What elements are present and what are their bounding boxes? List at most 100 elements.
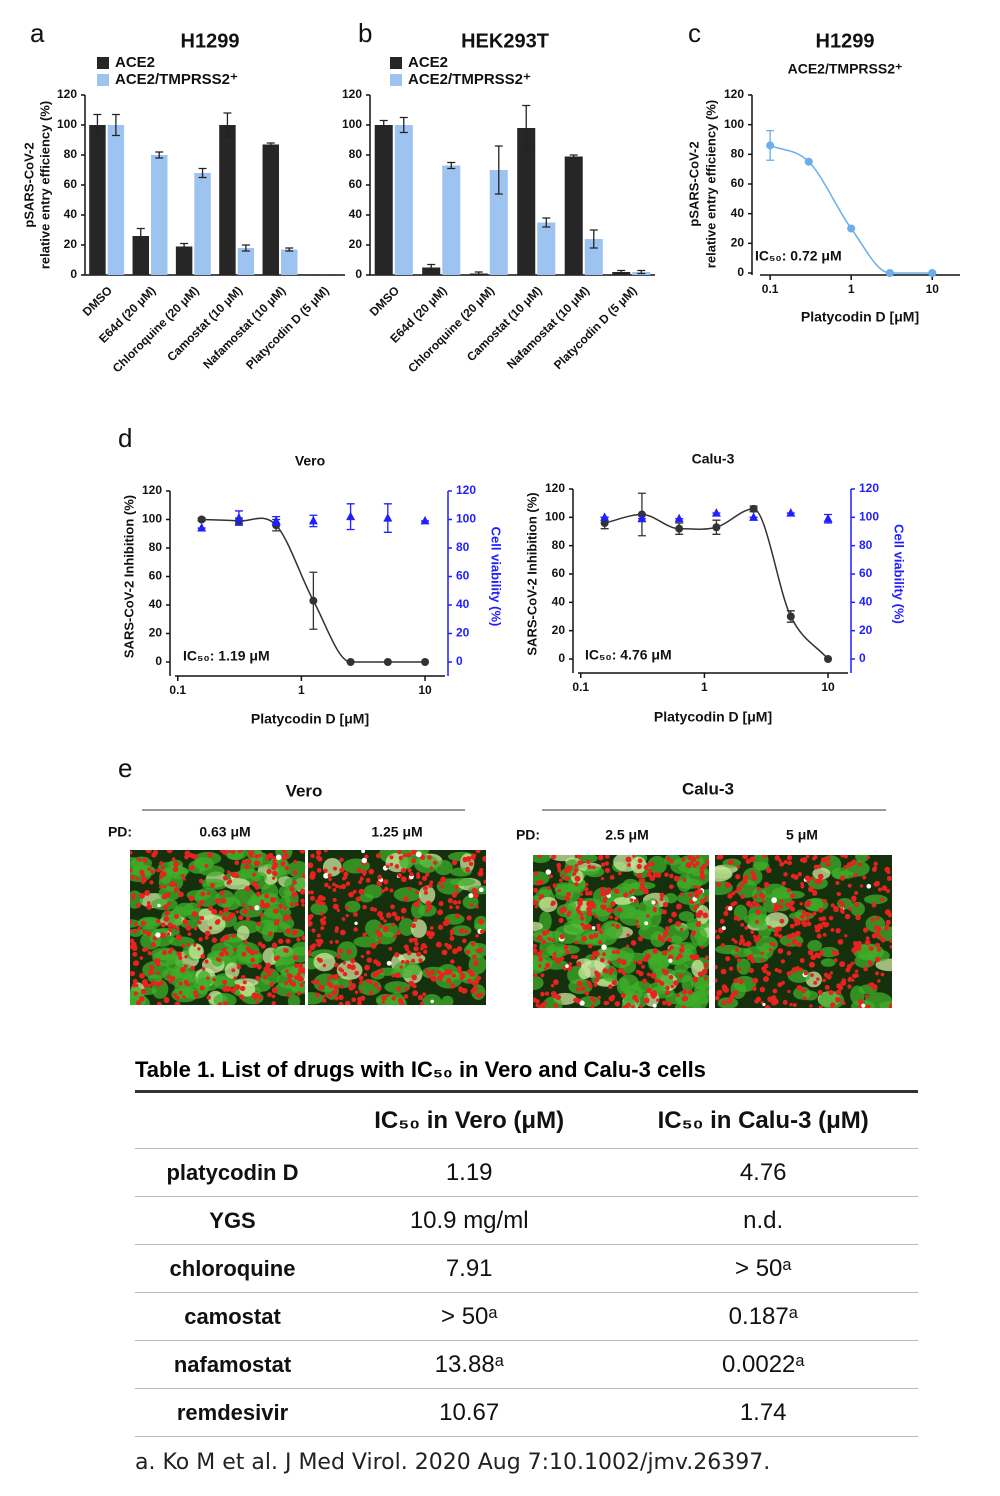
red-nucleus — [669, 884, 674, 890]
red-nucleus — [131, 893, 136, 898]
red-nucleus — [271, 876, 276, 880]
red-nucleus — [234, 860, 240, 866]
red-nucleus — [726, 998, 733, 1004]
red-nucleus — [368, 990, 374, 996]
red-nucleus — [679, 927, 684, 932]
y-tick-label: 120 — [142, 483, 162, 497]
red-nucleus — [593, 982, 598, 987]
red-nucleus — [692, 976, 699, 983]
red-nucleus — [479, 867, 484, 873]
y-axis-label: pSARS-CoV-2 — [21, 142, 36, 227]
red-nucleus — [215, 957, 220, 962]
red-nucleus — [308, 890, 311, 895]
red-nucleus — [669, 859, 674, 864]
red-nucleus — [341, 876, 346, 881]
error-bar — [589, 229, 598, 249]
red-nucleus — [545, 869, 552, 875]
red-nucleus — [859, 884, 864, 888]
red-nucleus — [789, 923, 795, 929]
red-nucleus — [533, 943, 537, 948]
red-nucleus — [391, 996, 396, 1001]
red-nucleus — [450, 983, 456, 989]
red-nucleus — [662, 901, 669, 908]
red-nucleus — [460, 928, 465, 933]
red-nucleus — [871, 902, 877, 908]
red-nucleus — [614, 888, 620, 895]
y-tick-label: 120 — [724, 87, 744, 101]
red-nucleus — [411, 974, 418, 981]
point — [308, 515, 318, 525]
red-nucleus — [550, 983, 555, 988]
point — [824, 655, 833, 663]
red-nucleus — [575, 987, 580, 992]
annotation: IC₅₀: 0.72 μM — [755, 248, 842, 264]
red-nucleus — [602, 952, 606, 957]
red-nucleus — [406, 950, 412, 956]
red-nucleus — [334, 928, 339, 933]
red-nucleus — [310, 895, 315, 901]
red-nucleus — [455, 905, 460, 910]
red-nucleus — [673, 875, 680, 882]
red-nucleus — [565, 964, 569, 968]
red-nucleus — [346, 949, 352, 955]
red-nucleus — [397, 997, 404, 1004]
red-nucleus — [800, 882, 804, 886]
green-cell — [308, 992, 325, 1005]
red-nucleus — [759, 986, 766, 993]
red-nucleus — [207, 852, 213, 858]
red-nucleus — [352, 889, 357, 894]
bar — [107, 125, 125, 275]
red-nucleus — [591, 865, 596, 870]
red-nucleus — [771, 897, 777, 904]
red-nucleus — [745, 900, 752, 907]
green-cell — [533, 975, 544, 990]
red-nucleus — [322, 994, 327, 998]
red-nucleus — [436, 969, 441, 975]
green-cell — [533, 855, 551, 864]
red-nucleus — [201, 967, 206, 971]
red-nucleus — [289, 981, 293, 985]
red-nucleus — [199, 915, 205, 921]
red-nucleus — [472, 857, 476, 861]
red-nucleus — [644, 953, 651, 960]
red-nucleus — [175, 934, 182, 941]
red-nucleus — [822, 898, 827, 904]
red-nucleus — [637, 936, 644, 942]
red-nucleus — [173, 993, 178, 998]
red-nucleus — [755, 919, 760, 924]
red-nucleus — [608, 971, 613, 976]
red-nucleus — [427, 855, 432, 860]
red-nucleus — [221, 947, 227, 953]
green-cell — [681, 975, 694, 993]
red-nucleus — [278, 903, 284, 909]
red-nucleus — [825, 862, 831, 867]
red-nucleus — [587, 864, 592, 870]
drug-name: remdesivir — [135, 1388, 330, 1437]
red-nucleus — [542, 930, 548, 936]
red-nucleus — [389, 862, 394, 867]
error-bar — [136, 227, 145, 245]
red-nucleus — [273, 921, 279, 926]
red-nucleus — [816, 977, 820, 981]
red-nucleus — [737, 967, 741, 972]
red-nucleus — [180, 873, 185, 878]
red-nucleus — [130, 944, 136, 950]
red-nucleus — [292, 870, 298, 876]
red-nucleus — [573, 867, 579, 873]
red-nucleus — [875, 915, 880, 920]
ic50-value: 7.91 — [330, 1244, 609, 1293]
red-nucleus — [556, 863, 562, 868]
red-nucleus — [839, 875, 846, 881]
red-nucleus — [761, 966, 766, 971]
red-nucleus — [437, 924, 444, 930]
green-cell — [855, 855, 869, 863]
red-nucleus — [388, 946, 393, 951]
red-nucleus — [630, 940, 637, 946]
red-nucleus — [687, 855, 693, 861]
red-nucleus — [877, 979, 881, 983]
red-nucleus — [418, 958, 423, 963]
point — [420, 515, 430, 525]
red-nucleus — [479, 929, 485, 934]
red-nucleus — [320, 926, 325, 931]
red-nucleus — [885, 888, 891, 893]
